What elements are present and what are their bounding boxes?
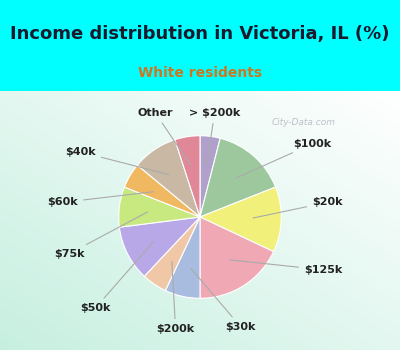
Text: White residents: White residents	[138, 65, 262, 79]
Wedge shape	[200, 217, 274, 298]
Wedge shape	[137, 140, 200, 217]
Wedge shape	[119, 217, 200, 276]
Text: $100k: $100k	[236, 139, 332, 178]
Wedge shape	[144, 217, 200, 290]
Text: $60k: $60k	[48, 192, 154, 207]
Wedge shape	[200, 187, 281, 252]
Wedge shape	[175, 136, 200, 217]
Text: > $200k: > $200k	[189, 108, 240, 164]
Wedge shape	[119, 187, 200, 227]
Wedge shape	[200, 138, 276, 217]
Text: City-Data.com: City-Data.com	[272, 118, 336, 127]
Text: Other: Other	[138, 108, 190, 165]
Text: $30k: $30k	[191, 268, 256, 332]
Text: $75k: $75k	[54, 212, 148, 259]
Wedge shape	[165, 217, 200, 298]
Wedge shape	[124, 165, 200, 217]
Text: $50k: $50k	[80, 242, 153, 313]
Text: $20k: $20k	[253, 197, 343, 218]
Text: Income distribution in Victoria, IL (%): Income distribution in Victoria, IL (%)	[10, 26, 390, 43]
Text: $200k: $200k	[156, 261, 195, 334]
Wedge shape	[200, 136, 220, 217]
Text: $125k: $125k	[230, 260, 342, 275]
Text: $40k: $40k	[65, 147, 169, 175]
